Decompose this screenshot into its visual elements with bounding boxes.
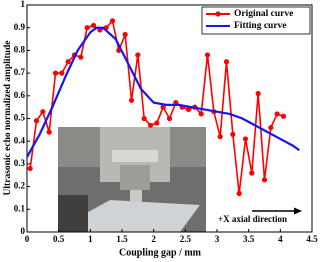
legend-label: Original curve bbox=[234, 9, 293, 19]
y-tick-label: 0.8 bbox=[14, 44, 26, 54]
data-point bbox=[109, 18, 116, 24]
x-tick-label: 4.5 bbox=[306, 234, 318, 244]
y-tick-label: 0.7 bbox=[14, 67, 26, 77]
data-point bbox=[204, 52, 211, 58]
annotation-arrowhead bbox=[294, 207, 302, 215]
data-point bbox=[154, 120, 160, 126]
data-point bbox=[59, 70, 65, 76]
data-point bbox=[147, 122, 154, 128]
data-point bbox=[135, 52, 141, 58]
data-point bbox=[217, 134, 223, 140]
x-tick-label: 2.5 bbox=[180, 234, 192, 244]
x-tick-label: 4 bbox=[278, 234, 283, 244]
y-tick-label: 1 bbox=[21, 0, 26, 9]
y-tick-label: 0.4 bbox=[14, 135, 26, 145]
y-tick-label: 0.3 bbox=[14, 158, 26, 168]
inset-photo bbox=[58, 127, 206, 232]
legend-box bbox=[201, 6, 311, 35]
data-point bbox=[198, 111, 204, 117]
annotation: +X axial direction bbox=[218, 214, 287, 224]
x-tick-label: 0 bbox=[25, 234, 30, 244]
data-point bbox=[40, 109, 46, 115]
data-point bbox=[65, 59, 71, 65]
x-tick-label: 1.5 bbox=[116, 234, 128, 244]
data-point bbox=[122, 31, 128, 38]
data-point bbox=[268, 124, 274, 131]
y-axis-label: Ultrasonic echo normalized amplitude bbox=[3, 41, 13, 196]
legend-marker bbox=[215, 11, 221, 17]
data-point bbox=[84, 25, 90, 31]
data-point bbox=[27, 165, 33, 172]
data-point bbox=[78, 54, 84, 60]
data-point bbox=[128, 97, 135, 103]
data-point bbox=[255, 90, 261, 97]
data-point bbox=[280, 113, 287, 119]
legend-label: Fitting curve bbox=[234, 21, 287, 31]
data-point bbox=[230, 131, 236, 137]
x-tick-label: 0.5 bbox=[53, 234, 65, 244]
y-tick-label: 0.1 bbox=[14, 203, 26, 213]
data-point bbox=[141, 115, 147, 122]
data-point bbox=[242, 136, 249, 142]
series-line bbox=[26, 26, 300, 158]
data-point bbox=[160, 104, 166, 110]
y-tick-label: 0.5 bbox=[14, 113, 26, 123]
data-point bbox=[249, 170, 255, 176]
data-point bbox=[261, 177, 268, 183]
x-tick-label: 1 bbox=[88, 234, 93, 244]
data-point bbox=[166, 115, 173, 122]
y-tick-label: 0 bbox=[21, 226, 26, 236]
data-point bbox=[223, 59, 230, 65]
data-point bbox=[90, 22, 97, 29]
data-point bbox=[52, 70, 59, 76]
data-point bbox=[33, 118, 40, 124]
data-point bbox=[185, 106, 192, 113]
y-tick-label: 0.9 bbox=[14, 22, 26, 32]
x-tick-label: 3.5 bbox=[243, 234, 255, 244]
x-tick-label: 2 bbox=[151, 234, 156, 244]
y-tick-label: 0.6 bbox=[14, 90, 26, 100]
x-tick-label: 3 bbox=[215, 234, 220, 244]
x-axis-label: Coupling gap / mm bbox=[119, 247, 202, 258]
data-point bbox=[236, 190, 242, 197]
y-tick-label: 0.2 bbox=[14, 181, 26, 191]
legend: Original curve Fitting curve bbox=[201, 6, 311, 35]
data-point bbox=[46, 129, 52, 135]
data-point bbox=[274, 111, 280, 117]
